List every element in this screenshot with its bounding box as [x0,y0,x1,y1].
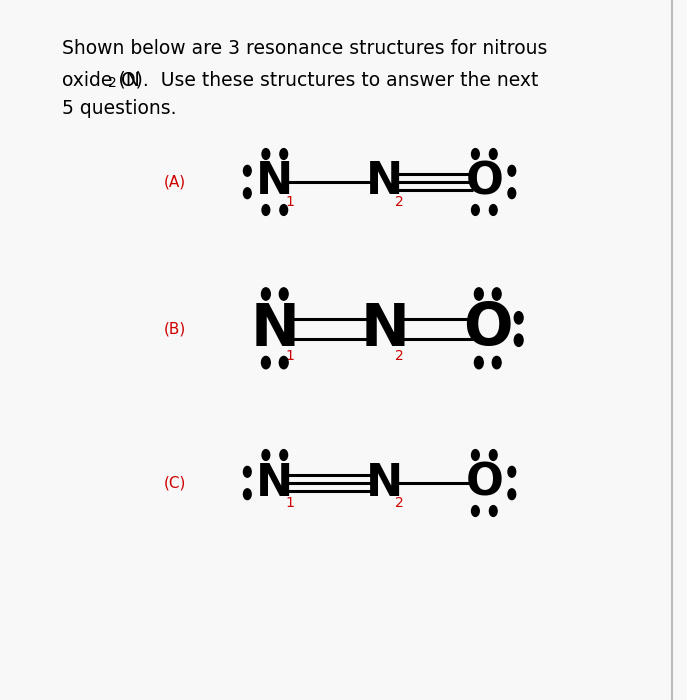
Text: O: O [465,461,504,505]
Ellipse shape [493,356,501,369]
Text: (C): (C) [164,475,186,491]
Text: 1: 1 [286,496,294,510]
Ellipse shape [471,449,480,461]
Text: N: N [366,160,403,204]
Ellipse shape [471,505,480,517]
Ellipse shape [280,449,288,461]
Text: 2: 2 [396,496,404,510]
Ellipse shape [243,165,251,176]
Text: N: N [256,160,293,204]
Ellipse shape [262,288,270,300]
Ellipse shape [515,312,523,324]
Ellipse shape [508,188,516,199]
Text: 2: 2 [109,76,117,90]
Ellipse shape [262,148,270,160]
Text: Shown below are 3 resonance structures for nitrous: Shown below are 3 resonance structures f… [62,38,548,57]
Ellipse shape [489,449,497,461]
Text: O).  Use these structures to answer the next: O). Use these structures to answer the n… [121,70,539,89]
Ellipse shape [243,489,251,500]
Text: 2: 2 [396,349,404,363]
Text: (A): (A) [164,174,186,190]
Ellipse shape [262,204,270,216]
Ellipse shape [262,449,270,461]
Ellipse shape [471,204,480,216]
Ellipse shape [280,288,288,300]
Text: O: O [463,300,513,358]
Text: 5 questions.: 5 questions. [62,99,177,118]
Ellipse shape [475,288,483,300]
Ellipse shape [471,148,480,160]
Ellipse shape [243,466,251,477]
Ellipse shape [489,505,497,517]
Text: oxide (N: oxide (N [62,70,139,89]
Text: N: N [256,461,293,505]
Ellipse shape [493,288,501,300]
Text: O: O [465,160,504,204]
Ellipse shape [280,356,288,369]
Text: N: N [250,300,300,358]
Ellipse shape [262,356,270,369]
Text: 1: 1 [286,349,294,363]
Ellipse shape [508,466,516,477]
Text: N: N [366,461,403,505]
Ellipse shape [489,204,497,216]
Ellipse shape [508,165,516,176]
Text: 1: 1 [286,195,294,209]
Ellipse shape [475,356,483,369]
Ellipse shape [508,489,516,500]
Ellipse shape [243,188,251,199]
Text: (B): (B) [164,321,186,337]
Ellipse shape [515,334,523,346]
Ellipse shape [489,148,497,160]
Ellipse shape [280,204,288,216]
Ellipse shape [280,148,288,160]
Text: N: N [360,300,409,358]
Text: 2: 2 [396,195,404,209]
